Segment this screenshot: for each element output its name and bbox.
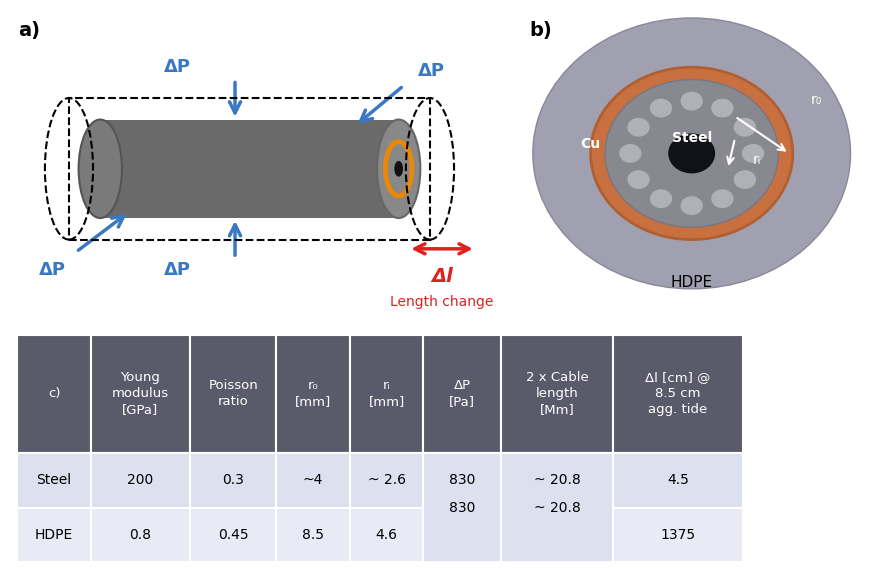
Text: ~ 20.8: ~ 20.8 bbox=[534, 474, 581, 487]
FancyBboxPatch shape bbox=[501, 335, 613, 453]
Text: Cu: Cu bbox=[581, 137, 601, 151]
FancyBboxPatch shape bbox=[277, 453, 350, 508]
Text: rᵢ: rᵢ bbox=[753, 153, 761, 166]
Ellipse shape bbox=[711, 98, 734, 118]
Ellipse shape bbox=[377, 119, 420, 218]
Text: HDPE: HDPE bbox=[35, 528, 73, 542]
Ellipse shape bbox=[733, 170, 757, 190]
Text: ΔP
[Pa]: ΔP [Pa] bbox=[449, 379, 475, 408]
Ellipse shape bbox=[680, 196, 703, 216]
FancyBboxPatch shape bbox=[190, 453, 277, 508]
Text: 0.45: 0.45 bbox=[218, 528, 248, 542]
Text: 0.3: 0.3 bbox=[222, 474, 244, 487]
FancyBboxPatch shape bbox=[350, 453, 423, 508]
Text: ΔP: ΔP bbox=[418, 61, 445, 80]
Text: b): b) bbox=[529, 21, 552, 40]
FancyBboxPatch shape bbox=[190, 335, 277, 453]
Ellipse shape bbox=[618, 143, 642, 164]
Ellipse shape bbox=[626, 170, 650, 190]
Text: 1375: 1375 bbox=[661, 528, 695, 542]
FancyBboxPatch shape bbox=[423, 508, 501, 562]
Text: c): c) bbox=[48, 387, 61, 400]
Text: ΔP: ΔP bbox=[164, 59, 191, 77]
Ellipse shape bbox=[605, 80, 778, 227]
Text: Young
modulus
[GPa]: Young modulus [GPa] bbox=[112, 371, 169, 416]
Text: 8.5: 8.5 bbox=[302, 528, 324, 542]
FancyBboxPatch shape bbox=[423, 453, 501, 562]
Text: 830: 830 bbox=[449, 474, 475, 487]
Ellipse shape bbox=[668, 133, 715, 173]
FancyBboxPatch shape bbox=[501, 453, 613, 508]
FancyBboxPatch shape bbox=[350, 508, 423, 562]
Text: Steel: Steel bbox=[37, 474, 71, 487]
Text: Δl: Δl bbox=[431, 268, 453, 286]
FancyBboxPatch shape bbox=[423, 453, 501, 508]
Text: 4.6: 4.6 bbox=[375, 528, 397, 542]
Ellipse shape bbox=[626, 117, 650, 137]
Text: HDPE: HDPE bbox=[670, 275, 713, 290]
FancyBboxPatch shape bbox=[350, 335, 423, 453]
Text: ΔP: ΔP bbox=[164, 261, 191, 279]
Ellipse shape bbox=[533, 18, 850, 289]
Text: Steel: Steel bbox=[671, 131, 712, 145]
FancyBboxPatch shape bbox=[91, 453, 190, 508]
Text: ~4: ~4 bbox=[303, 474, 323, 487]
FancyBboxPatch shape bbox=[613, 508, 743, 562]
FancyBboxPatch shape bbox=[277, 335, 350, 453]
FancyBboxPatch shape bbox=[91, 508, 190, 562]
Text: 200: 200 bbox=[128, 474, 153, 487]
Ellipse shape bbox=[680, 91, 703, 111]
FancyBboxPatch shape bbox=[277, 508, 350, 562]
Text: ΔP: ΔP bbox=[39, 261, 65, 279]
Text: 0.8: 0.8 bbox=[130, 528, 152, 542]
FancyBboxPatch shape bbox=[501, 453, 613, 562]
Ellipse shape bbox=[78, 119, 122, 218]
FancyBboxPatch shape bbox=[18, 508, 91, 562]
Ellipse shape bbox=[649, 98, 673, 118]
Text: 2 x Cable
length
[Mm]: 2 x Cable length [Mm] bbox=[526, 371, 589, 416]
FancyBboxPatch shape bbox=[613, 335, 743, 453]
Text: Poisson
ratio: Poisson ratio bbox=[209, 379, 258, 408]
Text: r₀: r₀ bbox=[811, 93, 822, 107]
FancyBboxPatch shape bbox=[190, 508, 277, 562]
Text: Δl [cm] @
8.5 cm
agg. tide: Δl [cm] @ 8.5 cm agg. tide bbox=[645, 371, 711, 416]
Text: a): a) bbox=[19, 21, 41, 40]
FancyBboxPatch shape bbox=[18, 453, 91, 508]
Text: rᵢ
[mm]: rᵢ [mm] bbox=[368, 379, 404, 408]
Text: r₀
[mm]: r₀ [mm] bbox=[295, 379, 331, 408]
Ellipse shape bbox=[711, 189, 734, 208]
Text: Length change: Length change bbox=[390, 295, 493, 309]
Ellipse shape bbox=[733, 117, 757, 137]
Ellipse shape bbox=[649, 189, 673, 208]
Text: ~ 20.8: ~ 20.8 bbox=[534, 501, 581, 515]
FancyBboxPatch shape bbox=[423, 335, 501, 453]
FancyBboxPatch shape bbox=[18, 335, 91, 453]
Ellipse shape bbox=[741, 143, 765, 164]
Text: 4.5: 4.5 bbox=[667, 474, 689, 487]
FancyBboxPatch shape bbox=[501, 508, 613, 562]
Ellipse shape bbox=[395, 161, 403, 177]
FancyBboxPatch shape bbox=[91, 335, 190, 453]
FancyBboxPatch shape bbox=[100, 119, 399, 218]
Text: ~ 2.6: ~ 2.6 bbox=[367, 474, 405, 487]
FancyBboxPatch shape bbox=[613, 453, 743, 508]
Text: 830: 830 bbox=[449, 501, 475, 515]
Ellipse shape bbox=[590, 67, 793, 240]
